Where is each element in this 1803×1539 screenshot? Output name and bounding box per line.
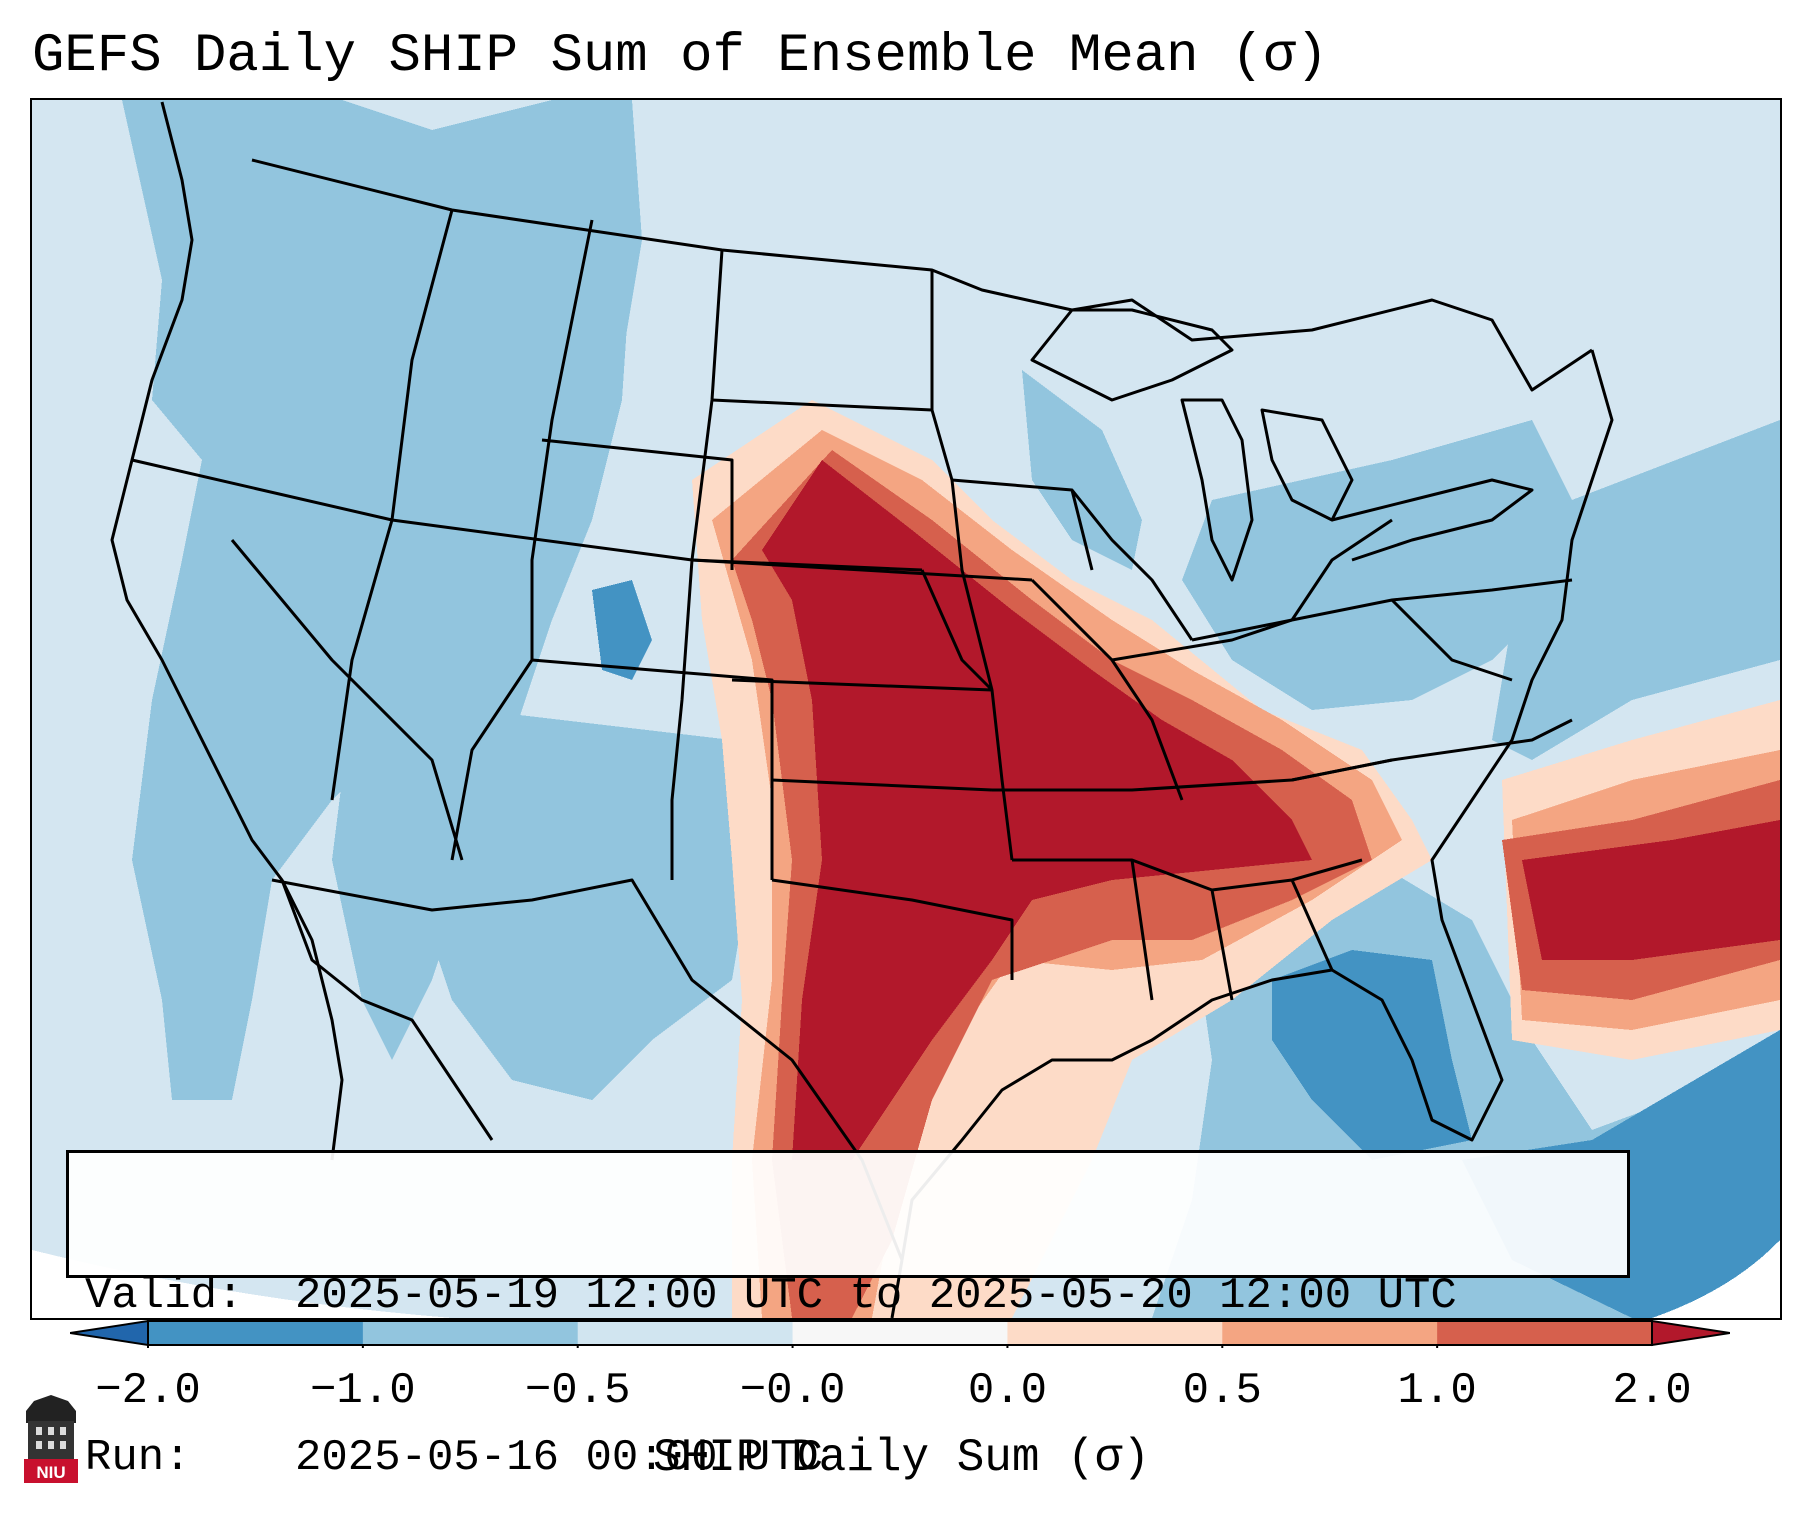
ship-field bbox=[32, 100, 1780, 1318]
field-neg-mid-ohio bbox=[1182, 420, 1572, 710]
field-neg-mid-sw bbox=[392, 700, 752, 1100]
colorbar-tick-label: −0.5 bbox=[524, 1366, 631, 1416]
colorbar-bin bbox=[1007, 1321, 1223, 1345]
colorbar-bin bbox=[148, 1321, 364, 1345]
run-value: 2025-05-16 00:00 UTC bbox=[295, 1433, 824, 1483]
map-panel bbox=[30, 98, 1782, 1320]
field-atl-pos-extreme bbox=[1522, 820, 1780, 960]
colorbar-tick-label: 0.0 bbox=[967, 1366, 1048, 1416]
colorbar-tick-label: −1.0 bbox=[310, 1366, 416, 1416]
colorbar-bin bbox=[1437, 1321, 1653, 1345]
colorbar-outline bbox=[147, 1320, 1653, 1346]
map-canvas bbox=[32, 100, 1780, 1318]
colorbar-tick-label: 2.0 bbox=[1612, 1366, 1692, 1416]
colorbar-tick-label: −0.0 bbox=[739, 1366, 846, 1416]
state-lines-west bbox=[131, 209, 1033, 880]
lake-michigan bbox=[1180, 398, 1254, 582]
colorbar-bin bbox=[577, 1321, 794, 1345]
colorbar bbox=[70, 1319, 1730, 1348]
baja-coast bbox=[280, 879, 494, 1141]
great-lakes-east bbox=[1331, 478, 1534, 562]
run-label: Run: bbox=[85, 1433, 191, 1483]
field-neg-strong-fl bbox=[1272, 950, 1472, 1160]
colorbar-tick-label: 1.0 bbox=[1397, 1366, 1477, 1416]
state-lines-plains bbox=[691, 270, 1014, 980]
colorbar-bin bbox=[362, 1321, 579, 1345]
run-line: Run: 2025-05-16 00:00 UTC bbox=[85, 1431, 1627, 1485]
valid-label: Valid: bbox=[85, 1271, 244, 1321]
colorbar-bin bbox=[1222, 1321, 1438, 1345]
colorbar-label: SHIP Daily Sum (σ) bbox=[653, 1432, 1150, 1484]
east-coast bbox=[900, 349, 1614, 1261]
valid-line: Valid: 2025-05-19 12:00 UTC to 2025-05-20… bbox=[85, 1269, 1627, 1323]
colorbar-under-arrow bbox=[70, 1319, 149, 1347]
colorbar-tick-label: −2.0 bbox=[95, 1366, 201, 1416]
field-outside-domain-right bbox=[1652, 1240, 1780, 1318]
field-outside-domain bbox=[32, 1250, 452, 1318]
field-neg-mid-atl bbox=[1492, 420, 1780, 760]
boundaries bbox=[110, 101, 1614, 1318]
colorbar-bins bbox=[147, 1321, 1653, 1348]
field-neg-mid-lakes bbox=[1022, 370, 1142, 570]
colorbar-over-arrow bbox=[1651, 1319, 1730, 1347]
svg-text:NIU: NIU bbox=[36, 1463, 65, 1482]
mexico-border bbox=[271, 878, 904, 1261]
state-lines-central bbox=[951, 478, 1393, 1001]
lake-superior bbox=[1030, 308, 1234, 402]
valid-value: 2025-05-19 12:00 UTC to 2025-05-20 12:00… bbox=[295, 1271, 1457, 1321]
field-neg-strong-co bbox=[592, 580, 652, 680]
colorbar-tick-label: 0.5 bbox=[1182, 1366, 1262, 1416]
niu-logo-icon: NIU bbox=[24, 1395, 78, 1483]
colorbar-bin bbox=[792, 1321, 1008, 1345]
map-title: GEFS Daily SHIP Sum of Ensemble Mean (σ) bbox=[32, 26, 1329, 87]
valid-run-info-box: Valid: 2025-05-19 12:00 UTC to 2025-05-20… bbox=[66, 1150, 1630, 1483]
state-lines-east bbox=[1191, 518, 1573, 782]
field-pos-extreme bbox=[762, 460, 1312, 1160]
